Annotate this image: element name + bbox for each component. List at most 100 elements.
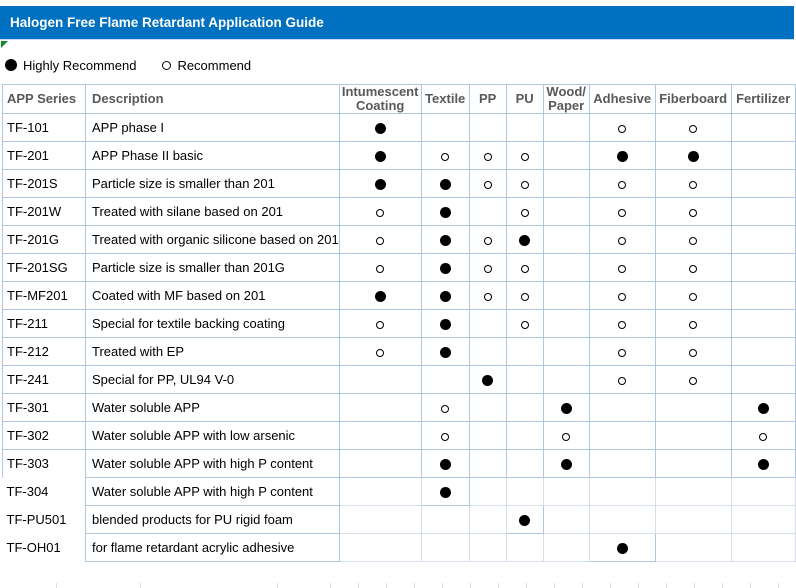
cell-mark-fiberboard[interactable] [654,421,732,450]
cell-mark-fertilizer[interactable] [730,365,796,394]
cell-mark-wood-paper[interactable] [542,533,590,562]
cell-mark-wood-paper[interactable] [542,253,590,282]
cell-description[interactable]: Treated with organic silicone based on 2… [85,225,340,254]
cell-mark-adhesive[interactable] [588,505,656,534]
cell-mark-fiberboard[interactable] [654,365,732,394]
cell-mark-intumescent-coating[interactable] [338,113,422,142]
cell-description[interactable]: Particle size is smaller than 201 [85,169,340,198]
cell-series[interactable]: TF-304 [6,484,49,499]
cell-mark-textile[interactable] [420,449,470,478]
cell-mark-pp[interactable] [468,197,507,226]
cell-mark-textile[interactable] [420,505,470,534]
cell-description[interactable]: Special for PP, UL94 V-0 [85,365,340,394]
cell-mark-wood-paper[interactable] [542,197,590,226]
cell-mark-pu[interactable] [505,197,544,226]
cell-mark-intumescent-coating[interactable] [338,421,422,450]
cell-mark-pu[interactable] [505,281,544,310]
cell-mark-textile[interactable] [420,169,470,198]
cell-mark-fertilizer[interactable] [730,309,796,338]
cell-mark-intumescent-coating[interactable] [338,477,422,506]
cell-mark-fertilizer[interactable] [730,197,796,226]
cell-mark-pp[interactable] [468,281,507,310]
cell-mark-pu[interactable] [505,393,544,422]
cell-mark-intumescent-coating[interactable] [338,393,422,422]
cell-mark-adhesive[interactable] [588,477,656,506]
cell-mark-intumescent-coating[interactable] [338,253,422,282]
cell-description[interactable]: APP phase I [85,113,340,142]
cell-mark-wood-paper[interactable] [542,281,590,310]
cell-mark-fertilizer[interactable] [730,253,796,282]
cell-mark-fiberboard[interactable] [654,113,732,142]
cell-mark-pu[interactable] [505,113,544,142]
cell-mark-fiberboard[interactable] [654,281,732,310]
cell-mark-intumescent-coating[interactable] [338,225,422,254]
cell-mark-fertilizer[interactable] [730,141,796,170]
cell-mark-adhesive[interactable] [588,253,656,282]
cell-mark-wood-paper[interactable] [542,477,590,506]
cell-mark-intumescent-coating[interactable] [338,337,422,366]
cell-mark-pu[interactable] [505,225,544,254]
cell-description[interactable]: Water soluble APP [85,393,340,422]
cell-mark-intumescent-coating[interactable] [338,141,422,170]
cell-mark-pu[interactable] [505,337,544,366]
cell-mark-pp[interactable] [468,113,507,142]
cell-mark-fertilizer[interactable] [730,449,796,478]
cell-mark-fiberboard[interactable] [654,477,732,506]
cell-mark-pu[interactable] [505,533,544,562]
cell-mark-fiberboard[interactable] [654,337,732,366]
cell-description[interactable]: Particle size is smaller than 201G [85,253,340,282]
cell-mark-wood-paper[interactable] [542,309,590,338]
cell-mark-fertilizer[interactable] [730,169,796,198]
cell-mark-intumescent-coating[interactable] [338,365,422,394]
cell-mark-fiberboard[interactable] [654,197,732,226]
cell-mark-textile[interactable] [420,113,470,142]
cell-series[interactable]: TF-303 [2,449,86,478]
cell-description[interactable]: Water soluble APP with low arsenic [85,421,340,450]
cell-mark-fiberboard[interactable] [654,393,732,422]
cell-mark-adhesive[interactable] [588,113,656,142]
cell-mark-textile[interactable] [420,337,470,366]
cell-mark-textile[interactable] [420,281,470,310]
cell-description[interactable]: APP Phase II basic [85,141,340,170]
cell-mark-textile[interactable] [420,393,470,422]
cell-mark-adhesive[interactable] [588,449,656,478]
cell-mark-fertilizer[interactable] [730,477,796,506]
cell-series[interactable]: TF-201 [2,141,86,170]
cell-mark-textile[interactable] [420,365,470,394]
cell-description[interactable]: Coated with MF based on 201 [85,281,340,310]
cell-mark-pp[interactable] [468,309,507,338]
cell-mark-intumescent-coating[interactable] [338,169,422,198]
cell-mark-fertilizer[interactable] [730,281,796,310]
cell-mark-fertilizer[interactable] [730,505,796,534]
cell-mark-pp[interactable] [468,533,507,562]
cell-mark-intumescent-coating[interactable] [338,197,422,226]
cell-series[interactable]: TF-212 [2,337,86,366]
cell-mark-pp[interactable] [468,253,507,282]
cell-mark-fertilizer[interactable] [730,393,796,422]
cell-mark-fiberboard[interactable] [654,505,732,534]
cell-mark-fertilizer[interactable] [730,337,796,366]
cell-series[interactable]: TF-201G [2,225,86,254]
cell-mark-adhesive[interactable] [588,281,656,310]
cell-mark-fertilizer[interactable] [730,421,796,450]
cell-mark-pp[interactable] [468,477,507,506]
column-header-wood-paper[interactable]: Wood/ Paper [542,84,590,114]
column-header-description[interactable]: Description [85,84,340,114]
cell-mark-pp[interactable] [468,421,507,450]
cell-mark-wood-paper[interactable] [542,141,590,170]
cell-mark-wood-paper[interactable] [542,505,590,534]
cell-series[interactable]: TF-301 [2,393,86,422]
cell-mark-pu[interactable] [505,449,544,478]
cell-series[interactable]: TF-302 [2,421,86,450]
cell-mark-intumescent-coating[interactable] [338,309,422,338]
cell-mark-textile[interactable] [420,141,470,170]
cell-mark-adhesive[interactable] [588,393,656,422]
cell-series[interactable]: TF-201SG [2,253,86,282]
cell-mark-pu[interactable] [505,477,544,506]
cell-mark-adhesive[interactable] [588,365,656,394]
cell-mark-pp[interactable] [468,337,507,366]
cell-mark-wood-paper[interactable] [542,337,590,366]
cell-mark-fiberboard[interactable] [654,141,732,170]
cell-mark-pu[interactable] [505,253,544,282]
cell-mark-pp[interactable] [468,169,507,198]
